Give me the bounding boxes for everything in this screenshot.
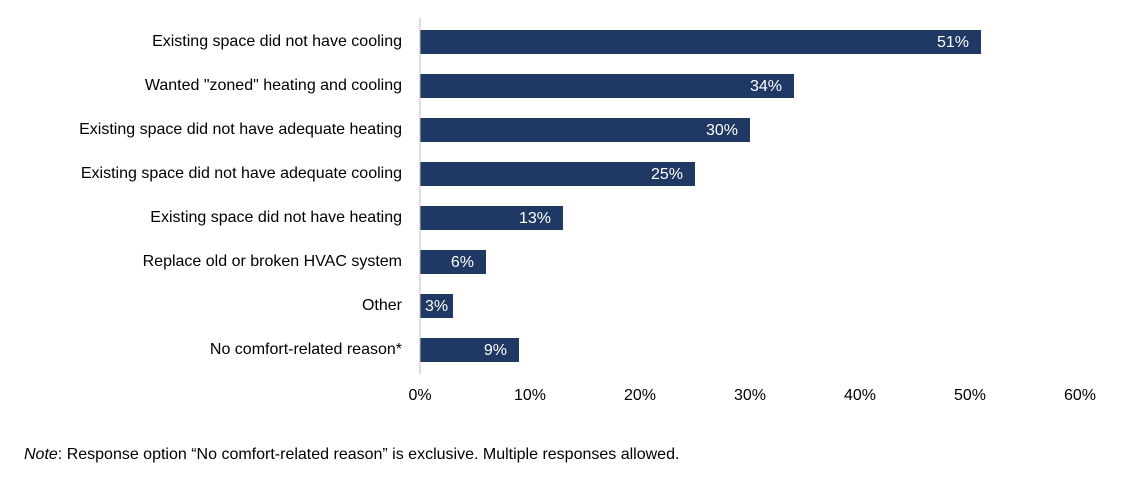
- bar: [420, 338, 519, 362]
- value-label: 6%: [451, 254, 474, 271]
- value-label: 9%: [484, 342, 507, 359]
- value-label: 51%: [937, 34, 969, 51]
- value-label: 25%: [651, 166, 683, 183]
- category-label: Existing space did not have heating: [150, 209, 402, 226]
- bar: [420, 294, 453, 318]
- bar: [420, 206, 563, 230]
- value-label: 34%: [750, 78, 782, 95]
- category-label: Replace old or broken HVAC system: [143, 253, 402, 270]
- x-tick-label: 0%: [408, 387, 431, 404]
- category-label: Other: [362, 297, 403, 314]
- x-tick-label: 50%: [954, 387, 986, 404]
- note-text: : Response option “No comfort-related re…: [58, 446, 680, 463]
- bar: [420, 74, 794, 98]
- value-label: 30%: [706, 122, 738, 139]
- bar: [420, 250, 486, 274]
- x-tick-label: 20%: [624, 387, 656, 404]
- value-label: 3%: [425, 298, 448, 315]
- bar: [420, 162, 695, 186]
- x-tick-label: 40%: [844, 387, 876, 404]
- bar: [420, 30, 981, 54]
- bar: [420, 118, 750, 142]
- category-label: Wanted "zoned" heating and cooling: [145, 77, 402, 94]
- note-label: Note: [24, 446, 58, 463]
- category-label: No comfort-related reason*: [210, 341, 402, 358]
- category-label: Existing space did not have adequate hea…: [79, 121, 402, 138]
- note: Note: Response option “No comfort-relate…: [24, 446, 679, 463]
- x-tick-label: 60%: [1064, 387, 1096, 404]
- x-tick-label: 30%: [734, 387, 766, 404]
- value-label: 13%: [519, 210, 551, 227]
- category-label: Existing space did not have cooling: [152, 33, 402, 50]
- x-tick-label: 10%: [514, 387, 546, 404]
- category-label: Existing space did not have adequate coo…: [81, 165, 402, 182]
